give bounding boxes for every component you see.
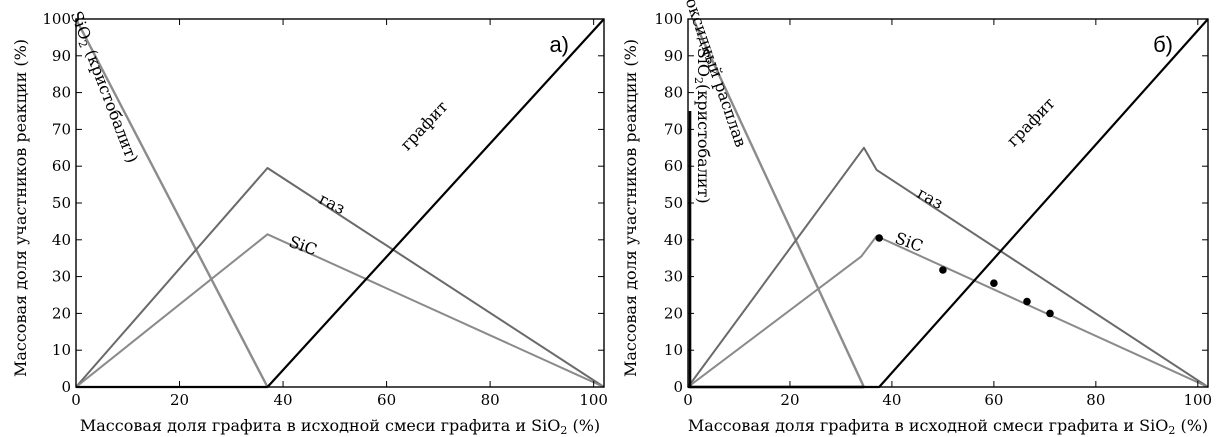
y-tick-label: 50 (52, 194, 71, 212)
series-label-газ: газ (316, 189, 348, 218)
y-axis-title: Массовая доля участников реакции (%) (621, 39, 640, 377)
series-label-оксидный-расплав: оксидный расплав (682, 0, 751, 149)
x-tick-label: 80 (481, 391, 500, 409)
x-tick-label: 20 (170, 391, 189, 409)
x-tick-label: 20 (780, 391, 799, 409)
y-tick-label: 90 (664, 47, 683, 65)
y-tick-label: 50 (664, 194, 683, 212)
x-tick-label: 0 (683, 391, 693, 409)
x-tick-label: 80 (1086, 391, 1105, 409)
series-line-оксидный-расплав (692, 18, 865, 388)
y-tick-label: 70 (52, 120, 71, 138)
y-tick-label: 60 (52, 157, 71, 175)
y-tick-label: 0 (673, 378, 683, 396)
y-tick-label: 10 (664, 341, 683, 359)
y-tick-label: 70 (664, 120, 683, 138)
series-line-газ (75, 167, 605, 388)
series-line-графит (688, 18, 1209, 389)
y-tick-label: 100 (654, 10, 683, 28)
y-tick-label: 0 (61, 378, 71, 396)
y-tick-label: 60 (664, 157, 683, 175)
plot-frame (687, 18, 1209, 388)
panel-label: б) (1153, 32, 1173, 57)
y-tick-label: 80 (52, 84, 71, 102)
series-line-газ (687, 146, 1209, 388)
y-tick-label: 20 (664, 304, 683, 322)
x-tick-label: 100 (579, 391, 608, 409)
data-point-marker (990, 279, 998, 288)
x-tick-label: 0 (71, 391, 81, 409)
series-label-графит: графит (397, 97, 452, 154)
series-line-sio-кристобалит (74, 18, 269, 388)
series-line-sic (75, 233, 605, 388)
y-tick-label: 30 (52, 268, 71, 286)
series-label-газ: газ (914, 183, 947, 213)
data-point-marker (939, 266, 947, 274)
x-tick-label: 60 (984, 391, 1003, 409)
panel-label: а) (549, 32, 569, 57)
y-tick-label: 40 (52, 231, 71, 249)
x-tick-label: 40 (274, 391, 293, 409)
x-axis-title: Массовая доля графита в исходной смеси г… (688, 416, 1208, 437)
data-point-marker (875, 234, 883, 242)
series-label-sic: SiC (893, 228, 926, 256)
chart-panel-1: 0 20 40 60 80 1000102030405060708090100SiO2​ … (11, 8, 608, 437)
series-label-графит: графит (1003, 94, 1059, 151)
y-tick-label: 100 (42, 10, 71, 28)
x-tick-label: 40 (882, 391, 901, 409)
y-tick-label: 80 (664, 84, 683, 102)
x-tick-label: 60 (377, 391, 396, 409)
chart-panel-2: 0 20 40 60 80 1000102030405060708090100оксидн… (621, 0, 1212, 437)
y-tick-label: 10 (52, 341, 71, 359)
y-axis-title: Массовая доля участников реакции (%) (11, 39, 30, 377)
x-axis-title: Массовая доля графита в исходной смеси г… (80, 416, 600, 437)
series-line-sio-кристобалит (688, 111, 864, 389)
x-tick-label: 100 (1183, 391, 1212, 409)
data-point-marker (1023, 297, 1031, 306)
series-line-sic (687, 235, 1209, 388)
y-tick-label: 40 (664, 231, 683, 249)
y-tick-label: 30 (664, 268, 683, 286)
series-label-sio-кристобалит: SiO2​(кристобалит) (692, 48, 713, 204)
y-tick-label: 20 (52, 304, 71, 322)
y-tick-label: 90 (52, 47, 71, 65)
data-point-marker (1046, 309, 1054, 318)
